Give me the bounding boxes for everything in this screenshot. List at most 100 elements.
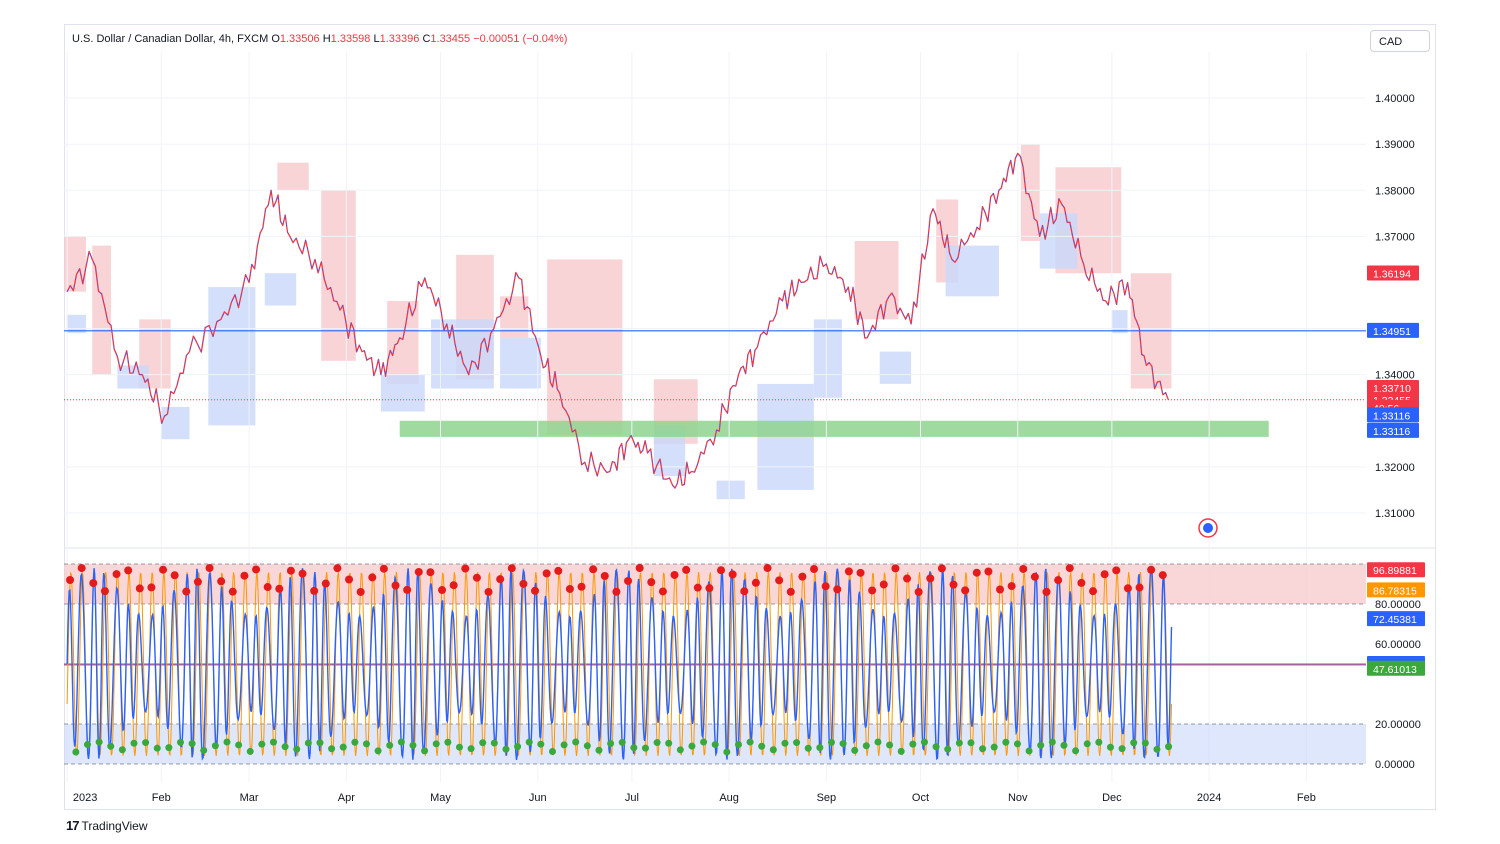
overbought-dot bbox=[275, 584, 284, 593]
oscillator-badge: 96.89881 bbox=[1373, 565, 1417, 577]
oversold-dot bbox=[328, 745, 336, 753]
overbought-dot bbox=[868, 586, 877, 595]
oversold-dot bbox=[176, 738, 184, 746]
oversold-dot bbox=[700, 738, 708, 746]
oversold-dot bbox=[688, 742, 696, 750]
chart-frame bbox=[64, 24, 1436, 810]
oscillator-layer bbox=[64, 563, 1366, 765]
x-tick-label: Dec bbox=[1102, 792, 1122, 804]
oversold-dot bbox=[653, 739, 661, 747]
x-tick-label: Nov bbox=[1008, 792, 1028, 804]
oversold-dot bbox=[909, 740, 917, 748]
supply-zone bbox=[321, 190, 356, 361]
oversold-dot bbox=[1083, 740, 1091, 748]
oversold-dot bbox=[932, 743, 940, 751]
low-value: 1.33396 bbox=[379, 33, 420, 45]
oversold-dot bbox=[967, 739, 975, 747]
oversold-dot bbox=[455, 743, 463, 751]
overbought-dot bbox=[1030, 572, 1039, 581]
tradingview-name: TradingView bbox=[81, 819, 148, 833]
oversold-dot bbox=[188, 740, 196, 748]
oversold-dot bbox=[479, 739, 487, 747]
demand-zone bbox=[879, 351, 912, 384]
overbought-dot bbox=[89, 579, 98, 588]
oversold-dot bbox=[862, 742, 870, 750]
overbought-dot bbox=[1065, 564, 1074, 573]
overbought-dot bbox=[751, 578, 760, 587]
zones-layer bbox=[64, 144, 1269, 500]
overbought-dot bbox=[472, 573, 481, 582]
x-tick-label: Jul bbox=[625, 792, 639, 804]
oversold-dot bbox=[711, 741, 719, 749]
x-tick-label: Feb bbox=[152, 792, 171, 804]
oscillator-badge-bg bbox=[1367, 562, 1425, 578]
oscillator-badge-bg bbox=[1367, 611, 1425, 627]
overbought-dot bbox=[449, 581, 458, 590]
overbought-dot bbox=[879, 580, 888, 589]
oversold-dot bbox=[920, 738, 928, 746]
oscillator-tick-label: 60.00000 bbox=[1375, 639, 1421, 651]
y-tick-label: 1.32000 bbox=[1375, 462, 1415, 474]
overbought-dot bbox=[66, 576, 75, 584]
overbought-dot bbox=[891, 564, 900, 573]
oversold-dot bbox=[1130, 739, 1138, 747]
overbought-dot bbox=[159, 565, 168, 574]
oversold-dot bbox=[548, 747, 556, 755]
overbought-dot bbox=[391, 581, 400, 590]
price-badge-bg bbox=[1367, 322, 1419, 338]
oversold-dot bbox=[386, 741, 394, 749]
price-badge-bg bbox=[1367, 265, 1419, 281]
overbought-dot bbox=[1054, 576, 1063, 585]
oversold-dot bbox=[874, 738, 882, 746]
oversold-dot bbox=[572, 738, 580, 746]
currency-button[interactable]: CAD bbox=[1370, 30, 1430, 52]
oversold-dot bbox=[583, 742, 591, 750]
overbought-dot bbox=[589, 565, 598, 574]
oversold-dot bbox=[641, 744, 649, 752]
open-value: 1.33506 bbox=[279, 33, 320, 45]
oversold-dot bbox=[781, 739, 789, 747]
overbought-dot bbox=[996, 585, 1005, 594]
overbought-dot bbox=[379, 564, 388, 573]
oversold-dot bbox=[246, 747, 254, 755]
supply-zone bbox=[854, 240, 899, 320]
oversold-dot bbox=[979, 745, 987, 753]
oversold-dot bbox=[304, 739, 312, 747]
overbought-dot bbox=[972, 568, 981, 577]
demand-zone bbox=[117, 365, 149, 389]
open-label: O bbox=[271, 33, 280, 45]
overbought-dot bbox=[252, 565, 261, 574]
demand-zone bbox=[264, 273, 297, 306]
oversold-dot bbox=[723, 748, 731, 756]
tradingview-logo-icon: 17 bbox=[66, 818, 80, 833]
demand-zone bbox=[1111, 310, 1128, 334]
overbought-dot bbox=[833, 585, 842, 594]
oversold-dot bbox=[95, 738, 103, 746]
overbought-dot bbox=[205, 564, 214, 573]
tradingview-branding[interactable]: 17 TradingView bbox=[66, 818, 148, 833]
overbought-dot bbox=[1147, 565, 1156, 574]
oversold-dot bbox=[595, 746, 603, 754]
oversold-dot bbox=[130, 739, 138, 747]
oversold-dot bbox=[269, 738, 277, 746]
overbought-dot bbox=[496, 575, 505, 584]
x-tick-label: Oct bbox=[912, 792, 929, 804]
oversold-dot bbox=[409, 741, 417, 749]
oversold-dot bbox=[851, 746, 859, 754]
oversold-dot bbox=[897, 747, 905, 755]
oversold-dot bbox=[630, 744, 638, 752]
oversold-dot bbox=[1002, 738, 1010, 746]
overbought-dot bbox=[728, 570, 737, 579]
overbought-dot bbox=[182, 587, 191, 596]
oscillator-tick-label: 20.00000 bbox=[1375, 719, 1421, 731]
x-tick-label: May bbox=[430, 792, 451, 804]
overbought-dot bbox=[286, 566, 295, 575]
x-tick-label: Feb bbox=[1297, 792, 1316, 804]
overbought-dot bbox=[484, 587, 493, 596]
oversold-dot bbox=[72, 748, 80, 756]
oversold-dot bbox=[118, 746, 126, 754]
oversold-dot bbox=[1048, 738, 1056, 746]
oversold-dot bbox=[502, 745, 510, 753]
overbought-dot bbox=[170, 571, 179, 580]
